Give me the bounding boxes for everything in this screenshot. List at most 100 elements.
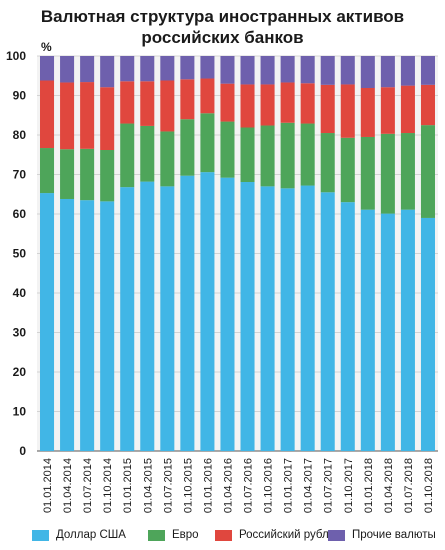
bar-segment-series-1 [380,133,395,214]
x-tick-label: 01.01.2016 [202,458,214,513]
bar-segment-series-3 [340,56,355,85]
bar-segment-series-1 [220,121,235,178]
x-tick-label: 01.01.2018 [363,458,375,513]
bar-segment-series-1 [340,137,355,203]
legend: Доллар США Евро Российский рубль Прочие … [0,529,445,547]
bar-segment-series-2 [240,84,255,128]
y-tick-label: 100 [6,49,26,63]
x-tick-label: 01.07.2015 [162,458,174,513]
legend-item-eur: Евро [148,529,199,541]
bar-segment-series-3 [360,56,375,88]
bar-segment-series-0 [280,188,295,451]
x-tick-label: 01.01.2015 [122,458,134,513]
bar-segment-series-2 [160,80,175,132]
legend-item-other: Прочие валюты [328,529,436,541]
bar-segment-series-3 [180,56,195,80]
bar-segment-series-1 [200,113,215,173]
legend-label-other: Прочие валюты [352,529,436,541]
bar-segment-series-1 [180,119,195,176]
bar-segment-series-3 [420,56,435,85]
legend-label-rub: Российский рубль [239,529,335,541]
x-tick-label: 01.01.2014 [42,458,54,513]
legend-swatch-other [328,529,345,541]
y-tick-label: 10 [13,405,27,419]
y-tick-label: 60 [13,207,27,221]
x-tick-label: 01.07.2018 [403,458,415,513]
bar-segment-series-1 [40,148,55,194]
bar-segment-series-0 [380,213,395,451]
y-tick-label: 70 [13,168,27,182]
y-tick-label: 40 [13,286,27,300]
x-tick-label: 01.07.2014 [82,458,94,513]
bar-segment-series-2 [380,87,395,134]
bar-segment-series-3 [320,56,335,85]
y-unit-label: % [41,40,52,54]
x-tick-label: 01.10.2016 [263,458,275,513]
x-tick-label: 01.01.2017 [283,458,295,513]
bar-segment-series-2 [300,83,315,124]
bar-segment-series-3 [380,56,395,88]
legend-swatch-eur [148,529,165,541]
bar-segment-series-2 [320,84,335,134]
bar-segment-series-0 [400,209,415,451]
bar-segment-series-0 [100,201,115,451]
bar-segment-series-1 [100,150,115,202]
bar-segment-series-1 [360,136,375,210]
bar-segment-series-3 [80,56,95,83]
bar-segment-series-1 [140,125,155,182]
bar-segment-series-1 [120,123,135,188]
bar-segment-series-0 [260,186,275,451]
bar-segment-series-2 [200,78,215,114]
bar-segment-series-2 [340,84,355,138]
y-tick-label: 90 [13,89,27,103]
bar-segment-series-1 [300,123,315,186]
bar-segment-series-0 [360,209,375,451]
bar-segment-series-2 [80,82,95,149]
bar-segment-series-0 [200,172,215,451]
y-tick-label: 80 [13,128,27,142]
x-tick-label: 01.10.2018 [423,458,435,513]
x-axis-ticks: 01.01.2014 01.04.2014 01.07.2014 01.10.2014… [42,458,435,513]
bar-segment-series-1 [320,133,335,193]
bar-segment-series-2 [40,80,55,149]
bar-segment-series-0 [180,175,195,451]
legend-label-eur: Евро [172,529,199,541]
legend-swatch-usd [32,529,49,541]
bars [40,56,435,452]
x-tick-label: 01.10.2014 [102,458,114,513]
bar-segment-series-2 [220,83,235,122]
legend-item-usd: Доллар США [32,529,126,541]
chart-title-line2: российских банков [141,28,304,47]
bar-segment-series-3 [60,56,75,83]
bar-segment-series-0 [160,186,175,451]
x-tick-label: 01.10.2017 [343,458,355,513]
y-axis-ticks: 0 10 20 30 40 50 60 70 80 90 100 [6,49,26,458]
bar-segment-series-0 [420,217,435,451]
bar-segment-series-3 [200,56,215,79]
bar-segment-series-2 [60,82,75,150]
bar-segment-series-2 [180,79,195,120]
bar-segment-series-3 [240,56,255,85]
bar-segment-series-3 [40,56,55,81]
x-tick-label: 01.07.2017 [323,458,335,513]
bar-segment-series-0 [300,185,315,451]
x-tick-label: 01.10.2015 [182,458,194,513]
x-tick-label: 01.04.2014 [62,458,74,513]
x-tick-label: 01.04.2015 [142,458,154,513]
bar-segment-series-0 [140,181,155,452]
y-tick-label: 20 [13,365,27,379]
bar-segment-series-2 [400,85,415,134]
legend-item-rub: Российский рубль [215,529,335,541]
bar-segment-series-2 [260,84,275,126]
bar-segment-series-3 [160,56,175,81]
bar-segment-series-0 [40,193,55,451]
chart-title-line1: Валютная структура иностранных активов [40,7,405,26]
chart-title: Валютная структура иностранных активов р… [0,6,445,48]
bar-segment-series-1 [80,148,95,201]
bar-segment-series-3 [220,56,235,84]
bar-segment-series-3 [260,56,275,85]
bar-segment-series-3 [100,56,115,88]
bar-segment-series-1 [420,125,435,218]
bar-segment-series-0 [80,200,95,451]
bar-segment-series-0 [240,182,255,451]
